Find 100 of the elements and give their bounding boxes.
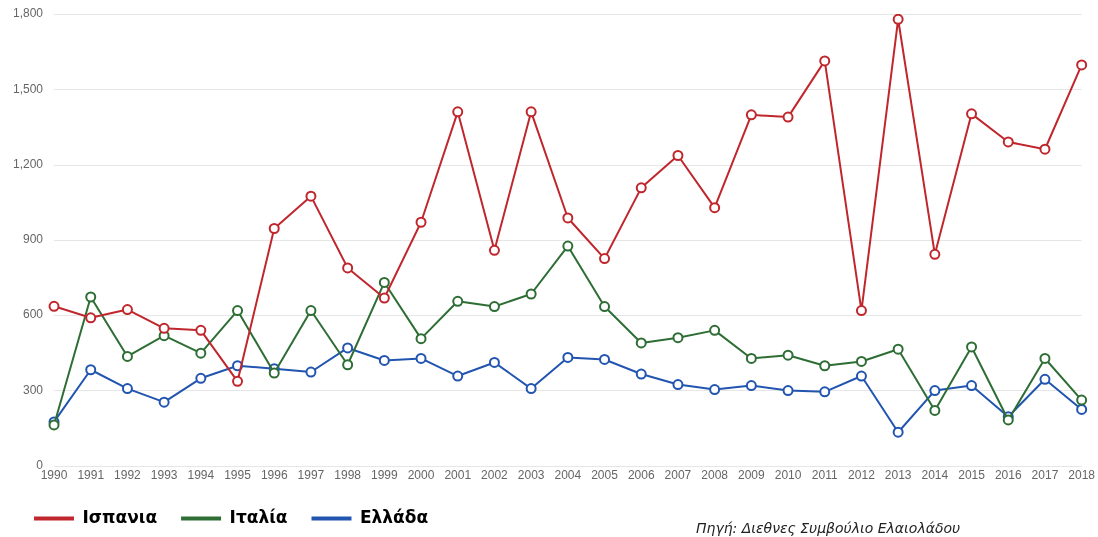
point [782,111,794,123]
point [48,300,60,312]
point [562,351,574,363]
y-tick-label: 1,500 [13,81,44,96]
point [232,375,244,387]
point [929,385,941,397]
point [305,190,317,202]
point [1076,394,1088,406]
x-tick-label: 1996 [260,468,288,483]
x-tick-label: 2009 [737,468,766,483]
point [305,305,317,317]
point [562,212,574,224]
x-tick-label: 1999 [370,468,399,483]
x-tick-label: 1992 [114,468,142,483]
point [745,109,757,121]
legend-label: Ιταλία [229,506,288,527]
point [709,384,721,396]
point [1039,373,1051,385]
point [525,383,537,395]
point [452,370,464,382]
point [819,360,831,372]
x-tick-label: 1993 [150,468,178,483]
x-tick-label: 2016 [994,468,1022,483]
point [305,366,317,378]
x-tick-label: 1991 [77,468,105,483]
point [525,106,537,118]
x-tick-label: 2013 [884,468,912,483]
y-tick-label: 300 [23,382,44,397]
legend-label: Ισπανια [82,506,158,527]
point [782,385,794,397]
point [966,108,978,120]
point [525,288,537,300]
point [342,342,354,354]
x-tick-label: 2007 [664,468,692,483]
point [966,380,978,392]
point [85,364,97,376]
x-tick-label: 2014 [921,468,949,483]
point [599,301,611,313]
point [892,343,904,355]
point [855,305,867,317]
point [121,350,133,362]
point [378,276,390,288]
point [415,216,427,228]
point [378,354,390,366]
point [745,380,757,392]
point [488,301,500,313]
point [85,312,97,324]
x-tick-label: 2001 [444,468,472,483]
point [415,352,427,364]
point [672,150,684,161]
point [819,386,831,398]
x-tick-label: 1997 [297,468,325,483]
point [121,383,133,395]
x-tick-label: 2015 [958,468,986,483]
point [415,333,427,345]
x-tick-label: 2000 [407,468,435,483]
x-tick-label: 2011 [811,468,838,483]
x-tick-label: 2012 [848,468,876,483]
point [562,240,574,252]
point [1039,352,1051,364]
x-tick-label: 2006 [627,468,655,483]
point [599,253,611,265]
x-tick-label: 1994 [187,468,215,483]
x-tick-label: 2002 [481,468,509,483]
x-tick-label: 1998 [334,468,362,483]
point [268,223,280,235]
point [929,404,941,416]
point [599,353,611,365]
x-tick-label: 2018 [1068,468,1096,483]
point [342,262,354,274]
point [488,244,500,256]
point [452,295,464,307]
point [929,248,941,260]
point [892,426,904,438]
point [672,379,684,391]
point [195,324,207,336]
point [195,347,207,359]
point [855,355,867,367]
point [342,359,354,371]
x-tick-label: 2003 [517,468,545,483]
point [966,341,978,353]
point [158,322,170,334]
point [709,202,721,214]
y-tick-label: 900 [23,232,44,247]
point [635,182,647,194]
point [635,368,647,380]
point [782,349,794,361]
point [672,332,684,344]
text: Πηγή: Διεθνες Συμβούλιο Ελαιολάδου [696,519,961,536]
point [452,106,464,118]
x-tick-label: 2004 [554,468,582,483]
x-tick-label: 2017 [1031,468,1059,483]
point [635,337,647,349]
point [1002,136,1014,148]
x-tick-label: 1995 [224,468,252,483]
legend-label: Ελλάδα [359,506,429,527]
x-tick-label: 2010 [774,468,802,483]
point [85,291,97,303]
y-tick-label: 600 [23,307,44,322]
point [268,367,280,379]
